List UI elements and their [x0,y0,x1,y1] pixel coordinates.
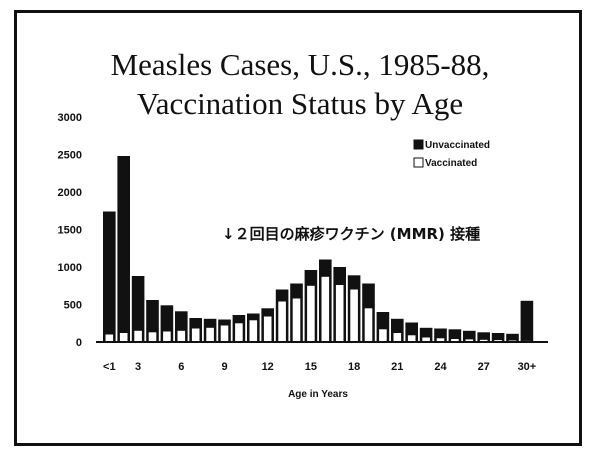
bar-vaccinated [119,333,128,342]
y-tick-label: 500 [64,300,82,312]
legend-label-unvaccinated: Unvaccinated [425,140,490,151]
bar-vaccinated [263,316,272,342]
y-tick-label: 0 [76,337,82,349]
x-tick-label: 3 [135,361,141,373]
bar-vaccinated [393,333,402,342]
bar-vaccinated [220,325,229,342]
bar-vaccinated [191,328,200,342]
x-tick-label: 18 [348,361,360,373]
bar-vaccinated [379,329,387,343]
y-tick-label: 1000 [58,262,82,274]
y-tick-label: 1500 [58,225,82,237]
bar-vaccinated [479,339,488,343]
bar-vaccinated [134,330,142,343]
bar-unvaccinated [103,211,116,342]
bar-vaccinated [292,298,301,342]
y-tick-label: 2500 [58,150,82,162]
x-tick-label: 21 [391,361,403,373]
bar-vaccinated [407,335,416,343]
x-tick-label: 27 [478,361,490,373]
legend-swatch-vaccinated [413,157,424,168]
legend-label-vaccinated: Vaccinated [425,158,477,169]
x-tick-label: 15 [305,361,317,373]
bar-vaccinated [278,301,286,342]
bar-vaccinated [177,330,186,343]
x-tick-labels: <1 3 6 9 12 15 18 21 24 27 30+ [103,361,536,373]
bar-vaccinated [422,337,430,342]
legend: Unvaccinated Vaccinated [413,139,490,169]
bar-unvaccinated [117,156,130,342]
bars-group [103,156,534,343]
bar-vaccinated [105,334,114,342]
bar-unvaccinated [520,300,534,343]
bar-unvaccinated [477,332,490,343]
bar-vaccinated [163,331,171,342]
bar-unvaccinated [506,333,519,343]
chart-title-line2: Vaccination Status by Age [136,86,464,121]
x-tick-label: 9 [221,361,227,373]
legend-swatch-unvaccinated [413,139,424,150]
chart-title-line1: Measles Cases, U.S., 1985-88, [110,47,490,82]
bar-vaccinated [465,339,474,342]
x-tick-label: <1 [103,361,116,373]
bar-vaccinated [436,338,445,343]
bar-vaccinated [148,332,157,343]
x-tick-label: 6 [178,361,184,373]
x-tick-label: 12 [262,361,274,373]
bar-vaccinated [235,323,243,343]
x-tick-label: 24 [434,361,447,373]
bar-unvaccinated [146,300,159,342]
bar-vaccinated [321,276,330,343]
bar-vaccinated [335,285,344,342]
x-axis-label: Age in Years [288,389,348,400]
bar-unvaccinated [131,276,145,342]
bar-vaccinated [307,285,315,343]
bar-unvaccinated [448,329,462,343]
bar-unvaccinated [463,330,476,343]
bar-vaccinated [350,289,358,342]
y-tick-label: 3000 [58,112,82,124]
y-tick-label: 2000 [58,187,82,199]
bar-vaccinated [249,320,258,343]
bar-unvaccinated [491,333,505,342]
x-tick-label: 30+ [518,361,537,373]
mmr-annotation: ↓２回目の麻疹ワクチン (MMR) 接種 [222,225,480,243]
bar-vaccinated [451,339,459,342]
bar-vaccinated [364,308,373,343]
bar-vaccinated [206,327,214,343]
y-tick-labels: 3000 2500 2000 1500 1000 500 0 [58,112,82,349]
